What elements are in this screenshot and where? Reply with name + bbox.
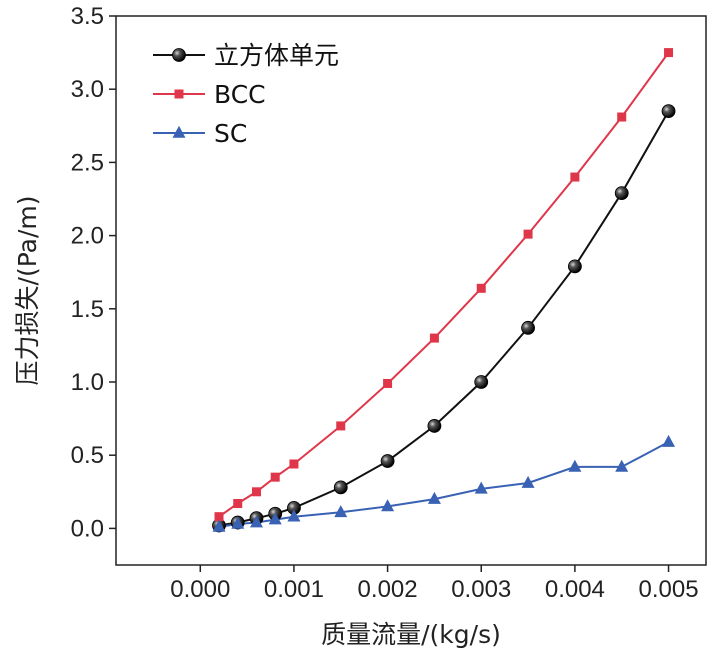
y-tick-label: 2.5	[71, 149, 104, 176]
y-tick-label: 3.5	[71, 3, 104, 30]
legend-marker-circle	[172, 48, 186, 62]
data-point-triangle	[249, 515, 263, 528]
data-point-square	[617, 112, 627, 122]
data-point-square	[289, 459, 299, 469]
data-point-triangle	[474, 481, 488, 494]
data-point-triangle	[521, 475, 535, 488]
data-point-square	[251, 487, 261, 497]
data-point-circle	[567, 259, 582, 274]
x-tick-label: 0.004	[545, 576, 605, 603]
data-point-triangle	[568, 459, 582, 472]
data-point-square	[214, 512, 224, 522]
data-point-triangle	[381, 499, 395, 512]
data-point-circle	[427, 419, 442, 433]
data-point-triangle	[662, 434, 676, 447]
y-tick-label: 0.5	[71, 442, 104, 469]
legend-label: SC	[214, 119, 247, 148]
x-tick-label: 0.000	[170, 576, 230, 603]
data-point-circle	[661, 104, 676, 119]
x-tick-label: 0.003	[451, 576, 511, 603]
legend-marker-triangle	[172, 125, 186, 138]
series-line-triangle	[218, 441, 669, 528]
data-point-circle	[474, 375, 489, 389]
data-point-triangle	[615, 459, 629, 472]
data-point-circle	[380, 454, 395, 468]
x-tick-label: 0.005	[639, 576, 699, 603]
y-tick-label: 3.0	[71, 76, 104, 103]
data-point-triangle	[334, 505, 348, 518]
data-point-square	[523, 229, 533, 239]
legend-label: 立方体单元	[214, 41, 339, 70]
plot-area	[212, 48, 676, 533]
series-line-circle	[218, 110, 670, 527]
y-axis-title: 压力损失/(Pa/m)	[13, 196, 42, 386]
y-tick-label: 1.0	[71, 369, 104, 396]
y-tick-label: 2.0	[71, 223, 104, 250]
data-point-square	[336, 421, 346, 431]
legend-marker-square	[174, 89, 184, 99]
y-tick-label: 0.0	[71, 515, 104, 542]
data-point-circle	[614, 186, 629, 201]
data-point-square	[383, 378, 393, 388]
data-point-triangle	[212, 519, 226, 532]
legend-label: BCC	[214, 80, 266, 109]
data-point-square	[476, 283, 486, 293]
data-point-triangle	[231, 516, 245, 529]
data-point-triangle	[427, 491, 441, 504]
y-tick-label: 1.5	[71, 296, 104, 323]
axes: 0.000 0.001 0.002 0.003 0.004 0.005 0.0 0.5 1.0 1…	[71, 3, 707, 603]
data-point-square	[233, 499, 243, 509]
x-tick-label: 0.002	[358, 576, 418, 603]
data-point-triangle	[287, 509, 301, 522]
data-point-circle	[333, 480, 348, 495]
data-point-square	[664, 48, 674, 58]
data-point-square	[270, 472, 280, 482]
x-axis-title: 质量流量/(kg/s)	[321, 620, 501, 649]
legend: 立方体单元 BCC SC	[153, 41, 339, 148]
plot-frame	[115, 15, 707, 566]
x-tick-label: 0.001	[264, 576, 324, 603]
data-point-triangle	[268, 512, 282, 525]
series-line-square	[218, 52, 670, 518]
data-point-square	[429, 333, 439, 343]
data-point-square	[570, 172, 580, 182]
data-point-circle	[521, 320, 535, 335]
